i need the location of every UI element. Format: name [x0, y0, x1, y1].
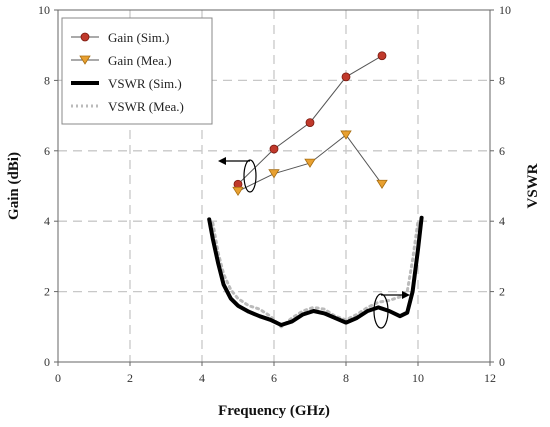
series-layer: [207, 51, 424, 329]
series-line-vswr-sim: [207, 215, 424, 327]
y-axis-left-title: Gain (dBi): [6, 152, 22, 220]
legend-label-gain-sim: Gain (Sim.): [108, 30, 169, 45]
data-point-gain-mea: [376, 179, 388, 189]
y-axis-right-title: VSWR: [525, 163, 541, 208]
x-tick-label: 10: [412, 371, 424, 385]
y-right-tick-label: 6: [499, 144, 505, 158]
data-point-gain-mea: [340, 130, 352, 140]
legend-item-gain-sim: Gain (Sim.): [71, 30, 169, 45]
data-point-gain-mea: [268, 169, 280, 179]
y-left-tick-label: 2: [44, 285, 50, 299]
y-left-tick-label: 8: [44, 73, 50, 87]
axis-indicator-annotations: [218, 157, 410, 329]
y-left-tick-label: 6: [44, 144, 50, 158]
left-arrow-icon: [218, 157, 226, 165]
series-line-vswr-mea: [211, 219, 420, 329]
x-tick-label: 6: [271, 371, 277, 385]
y-right-tick-label: 4: [499, 214, 505, 228]
data-point-gain-mea: [304, 158, 316, 168]
legend-item-gain-mea: Gain (Mea.): [71, 53, 172, 68]
triangle-down-marker-icon: [79, 55, 91, 65]
vswr-axis-indicator-ellipse: [373, 293, 389, 329]
right-arrow-icon: [402, 291, 410, 299]
y-right-tick-label: 10: [499, 3, 511, 17]
y-left-tick-label: 4: [44, 214, 50, 228]
gain-axis-indicator-ellipse: [243, 159, 257, 193]
y-right-tick-label: 0: [499, 355, 505, 369]
x-tick-label: 2: [127, 371, 133, 385]
data-point-gain-sim: [341, 72, 351, 82]
data-point-gain-sim: [305, 118, 315, 128]
data-point-gain-mea: [232, 186, 244, 197]
data-point-gain-sim: [377, 51, 387, 61]
x-tick-label: 4: [199, 371, 205, 385]
legend-item-vswr-mea: VSWR (Mea.): [71, 99, 184, 114]
x-tick-label: 12: [484, 371, 496, 385]
y-left-tick-label: 0: [44, 355, 50, 369]
data-point-gain-sim: [269, 144, 279, 154]
x-tick-label: 0: [55, 371, 61, 385]
y-left-tick-label: 10: [38, 3, 50, 17]
circle-marker-icon: [80, 32, 90, 42]
legend: Gain (Sim.) Gain (Mea.) VSWR (Sim.) VSWR…: [61, 17, 213, 125]
x-tick-label: 8: [343, 371, 349, 385]
legend-label-vswr-sim: VSWR (Sim.): [108, 76, 182, 91]
legend-item-vswr-sim: VSWR (Sim.): [71, 76, 182, 91]
y-right-tick-label: 8: [499, 73, 505, 87]
y-right-tick-label: 2: [499, 285, 505, 299]
legend-label-vswr-mea: VSWR (Mea.): [108, 99, 184, 114]
x-axis-title: Frequency (GHz): [218, 403, 330, 419]
legend-label-gain-mea: Gain (Mea.): [108, 53, 172, 68]
